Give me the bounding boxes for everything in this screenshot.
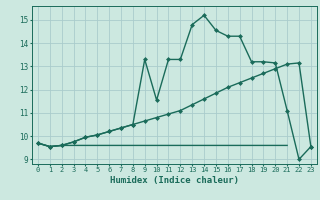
X-axis label: Humidex (Indice chaleur): Humidex (Indice chaleur) (110, 176, 239, 185)
